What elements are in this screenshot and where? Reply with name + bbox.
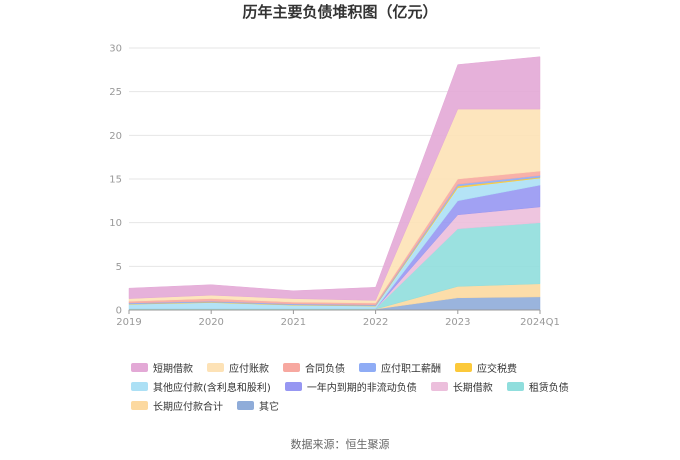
legend-item[interactable]: 应付账款 <box>207 360 269 375</box>
legend-row: 其他应付款(含利息和股利) 一年内到期的非流动负债 长期借款 租赁负债 <box>131 377 601 396</box>
data-source-name: 恒生聚源 <box>345 438 390 451</box>
legend-label: 其他应付款(含利息和股利) <box>153 383 271 394</box>
legend-label: 应交税费 <box>477 364 517 375</box>
data-source-prefix: 数据来源： <box>290 438 346 451</box>
legend-label: 应付职工薪酬 <box>381 364 441 375</box>
legend-swatch <box>207 363 224 372</box>
legend-item[interactable]: 应付职工薪酬 <box>359 360 441 375</box>
legend-label: 其它 <box>259 402 279 413</box>
y-tick-label: 0 <box>116 306 122 317</box>
legend-row: 短期借款 应付账款 合同负债 应付职工薪酬 应交税费 <box>131 358 601 377</box>
area-短期借款 <box>128 56 541 301</box>
y-tick-label: 25 <box>109 87 122 98</box>
y-tick-label: 15 <box>109 175 122 186</box>
data-source: 数据来源：恒生聚源 <box>0 436 680 452</box>
legend-swatch <box>359 363 376 372</box>
x-tick-label: 2021 <box>281 317 306 328</box>
legend-label: 租赁负债 <box>528 383 569 394</box>
legend-swatch <box>237 401 254 410</box>
legend-row: 长期应付款合计 其它 <box>131 396 601 415</box>
legend-label: 长期借款 <box>452 383 493 394</box>
axes: 0 5 10 15 20 25 30 2019 2020 2021 2022 2023 2024Q1 <box>109 44 560 329</box>
x-tick-label: 2022 <box>363 317 388 328</box>
legend-swatch <box>506 382 524 391</box>
legend-label: 应付账款 <box>229 364 269 375</box>
legend-item[interactable]: 长期应付款合计 <box>131 398 223 413</box>
y-tick-label: 5 <box>116 262 122 273</box>
legend-swatch <box>131 401 148 410</box>
chart-title: 历年主要负债堆积图（亿元） <box>242 3 437 21</box>
legend: 短期借款 应付账款 合同负债 应付职工薪酬 应交税费其他应付款(含利息和股利) 一年内到期… <box>131 358 601 415</box>
legend-item[interactable]: 租赁负债 <box>506 379 569 394</box>
legend-item[interactable]: 短期借款 <box>131 360 193 375</box>
legend-swatch <box>284 382 302 391</box>
y-tick-label: 30 <box>109 44 122 55</box>
legend-swatch <box>131 382 148 391</box>
stacked-area-chart: 历年主要负债堆积图（亿元） 0 5 10 15 20 25 30 2019 2020 2021 20… <box>109 3 560 329</box>
legend-label: 长期应付款合计 <box>153 402 223 413</box>
legend-item[interactable]: 合同负债 <box>283 360 345 375</box>
legend-swatch <box>430 382 448 391</box>
y-tick-label: 10 <box>109 218 122 229</box>
legend-swatch <box>131 363 148 372</box>
legend-item[interactable]: 应交税费 <box>455 360 517 375</box>
x-tick-label: 2024Q1 <box>520 317 560 328</box>
x-tick-label: 2020 <box>198 317 223 328</box>
legend-swatch <box>455 363 472 372</box>
legend-item[interactable]: 其他应付款(含利息和股利) <box>131 379 271 394</box>
x-tick-label: 2023 <box>445 317 470 328</box>
legend-label: 合同负债 <box>305 364 345 375</box>
legend-swatch <box>283 363 300 372</box>
x-tick-label: 2019 <box>116 317 141 328</box>
legend-label: 短期借款 <box>153 364 193 375</box>
legend-label: 一年内到期的非流动负债 <box>306 383 417 394</box>
y-tick-label: 20 <box>109 131 122 142</box>
legend-item[interactable]: 其它 <box>237 398 279 413</box>
legend-item[interactable]: 长期借款 <box>430 379 493 394</box>
area-series <box>128 56 541 311</box>
legend-item[interactable]: 一年内到期的非流动负债 <box>284 379 417 394</box>
